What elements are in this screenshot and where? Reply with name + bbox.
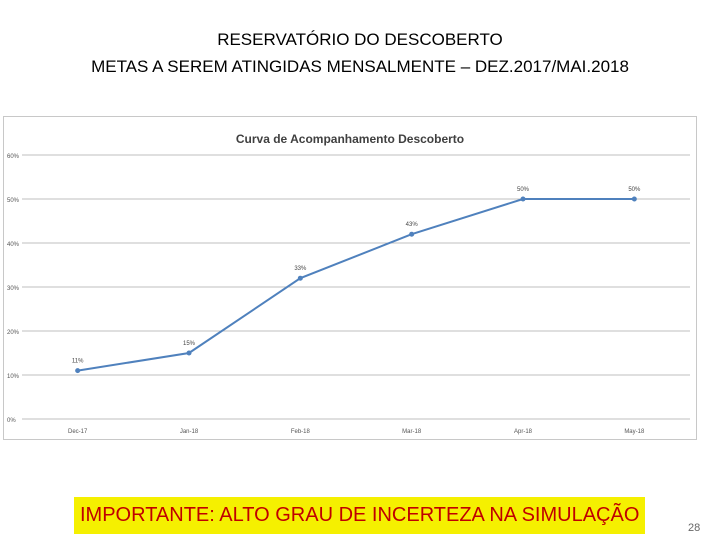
y-tick-label: 30% [7,286,20,292]
data-label: 11% [72,359,84,365]
chart-title: Curva de Acompanhamento Descoberto [236,132,464,146]
x-tick-label: Mar-18 [402,429,422,435]
chart-series: 11% 15% 33% 43% 50% 50% [72,187,641,374]
uncertainty-warning: IMPORTANTE: ALTO GRAU DE INCERTEZA NA SI… [74,497,646,534]
series-line [77,198,635,372]
data-label: 50% [628,187,641,193]
data-label: 43% [406,222,419,228]
y-tick-label: 40% [7,242,20,248]
line-chart: Curva de Acompanhamento Descoberto 0% 10%… [7,132,690,435]
y-tick-label: 10% [7,374,20,380]
chart-gridlines [22,154,690,420]
data-point [520,196,526,202]
x-tick-label: May-18 [624,429,645,435]
y-axis-tick-labels: 0% 10% 20% 30% 40% 50% 60% [7,154,20,424]
data-point [186,350,192,356]
y-tick-label: 50% [7,198,20,204]
data-point [297,275,303,281]
data-point [631,196,637,202]
y-tick-label: 20% [7,330,20,336]
y-tick-label: 0% [7,418,16,424]
page-number: 28 [688,522,701,534]
slide-title-line-2: METAS A SEREM ATINGIDAS MENSALMENTE – DE… [91,57,629,76]
x-tick-label: Feb-18 [291,429,311,435]
data-label: 50% [517,187,530,193]
data-label: 33% [294,266,307,272]
chart-frame: Curva de Acompanhamento Descoberto 0% 10%… [3,116,697,440]
x-tick-label: Dec-17 [68,429,88,435]
data-label: 15% [183,341,196,347]
data-point [75,368,81,374]
y-tick-label: 60% [7,154,20,160]
x-tick-label: Apr-18 [514,429,533,435]
data-point [409,231,415,237]
x-axis-tick-labels: Dec-17 Jan-18 Feb-18 Mar-18 Apr-18 May-18 [68,429,645,435]
x-tick-label: Jan-18 [180,429,199,435]
slide-title-line-1: RESERVATÓRIO DO DESCOBERTO [217,30,503,49]
